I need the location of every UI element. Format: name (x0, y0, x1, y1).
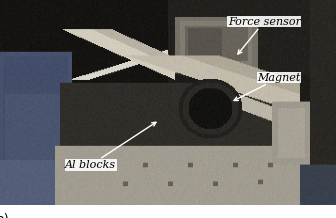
Text: a): a) (0, 213, 9, 218)
Text: Al blocks: Al blocks (65, 122, 156, 170)
Text: Force sensor: Force sensor (228, 17, 301, 54)
Text: Magnet: Magnet (234, 73, 301, 100)
